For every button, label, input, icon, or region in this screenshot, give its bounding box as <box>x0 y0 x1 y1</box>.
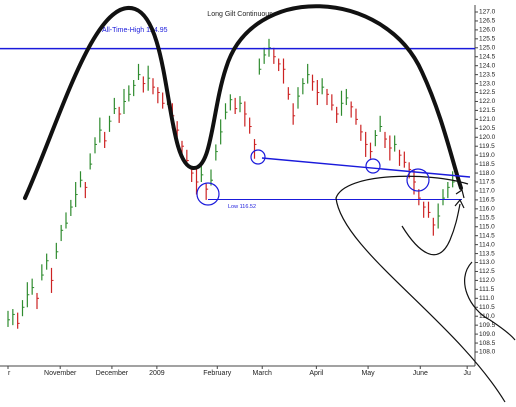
circle <box>365 158 381 174</box>
x-tick-label: November <box>44 370 77 377</box>
y-tick-label: 112.5 <box>479 268 495 275</box>
y-tick-label: 115.5 <box>479 215 495 222</box>
arrow-head <box>455 189 465 199</box>
x-tick-label: April <box>309 370 323 377</box>
y-tick-label: 116.0 <box>479 206 495 213</box>
y-tick-label: 123.0 <box>479 80 496 87</box>
y-tick-label: 113.5 <box>479 250 495 257</box>
y-tick-label: 109.0 <box>479 331 496 338</box>
y-tick-label: 110.5 <box>479 304 495 311</box>
plot: 108.0 108.5 109.0 109.5 110.0 110.5 111.0 111.5… <box>0 9 496 377</box>
low-label: Low 116.52 <box>228 204 256 210</box>
y-tick-label: 124.0 <box>479 62 496 69</box>
x-tick-label: February <box>203 370 232 377</box>
circle <box>250 149 266 165</box>
y-tick-label: 124.5 <box>479 53 496 60</box>
y-tick-label: 122.5 <box>479 89 496 96</box>
y-tick-label: 110.0 <box>479 313 495 320</box>
y-tick-label: 119.5 <box>479 143 495 150</box>
circles <box>196 149 471 206</box>
x-tick-label: June <box>413 370 428 377</box>
chart-title: Long Gilt Continuous <box>207 11 273 18</box>
head-shoulders-curve <box>23 4 463 200</box>
y-tick-label: 113.0 <box>479 259 495 266</box>
y-tick-label: 127.0 <box>479 9 496 16</box>
y-tick-label: 122.0 <box>479 98 496 105</box>
circle <box>406 168 430 192</box>
y-tick-label: 125.0 <box>479 45 496 52</box>
y-tick-label: 126.0 <box>479 27 496 34</box>
y-tick-label: 117.5 <box>479 179 495 186</box>
x-tick-label: r <box>8 370 11 377</box>
hand-annotations <box>335 175 516 403</box>
curve <box>335 175 506 403</box>
y-tick-label: 108.5 <box>479 340 496 347</box>
y-tick-label: 114.5 <box>479 232 495 239</box>
y-tick-label: 109.5 <box>479 322 496 329</box>
x-tick-label: 2009 <box>149 370 165 377</box>
arrow-head <box>454 198 465 209</box>
x-tick-label: May <box>361 370 375 377</box>
x-tick-label: December <box>96 370 129 377</box>
y-tick-label: 121.0 <box>479 116 496 123</box>
y-tick-label: 118.0 <box>479 170 495 177</box>
ath-label: All-Time-High 124.95 <box>102 27 168 34</box>
hand-drawing <box>23 4 463 200</box>
y-tick-label: 120.0 <box>479 134 496 141</box>
y-tick-label: 114.0 <box>479 241 495 248</box>
y-tick-label: 112.0 <box>479 277 495 284</box>
y-tick-label: 111.5 <box>479 286 495 293</box>
neckline <box>261 157 471 178</box>
y-tick-label: 119.0 <box>479 152 495 159</box>
x-tick-label: March <box>253 370 273 377</box>
y-tick-label: 118.5 <box>479 161 495 168</box>
y-tick-label: 123.5 <box>479 71 496 78</box>
y-tick-label: 121.5 <box>479 107 496 114</box>
y-tick-label: 126.5 <box>479 18 496 25</box>
y-tick-label: 108.0 <box>479 349 496 356</box>
y-tick-label: 116.5 <box>479 197 495 204</box>
circle <box>196 182 220 206</box>
y-tick-label: 120.5 <box>479 125 496 132</box>
y-tick-label: 111.0 <box>479 295 495 302</box>
curve <box>464 261 516 341</box>
x-tick-label: Ju <box>463 370 471 377</box>
y-tick-label: 117.0 <box>479 188 495 195</box>
y-tick-label: 125.5 <box>479 36 496 43</box>
y-tick-label: 115.0 <box>479 223 495 230</box>
curve <box>401 203 461 256</box>
